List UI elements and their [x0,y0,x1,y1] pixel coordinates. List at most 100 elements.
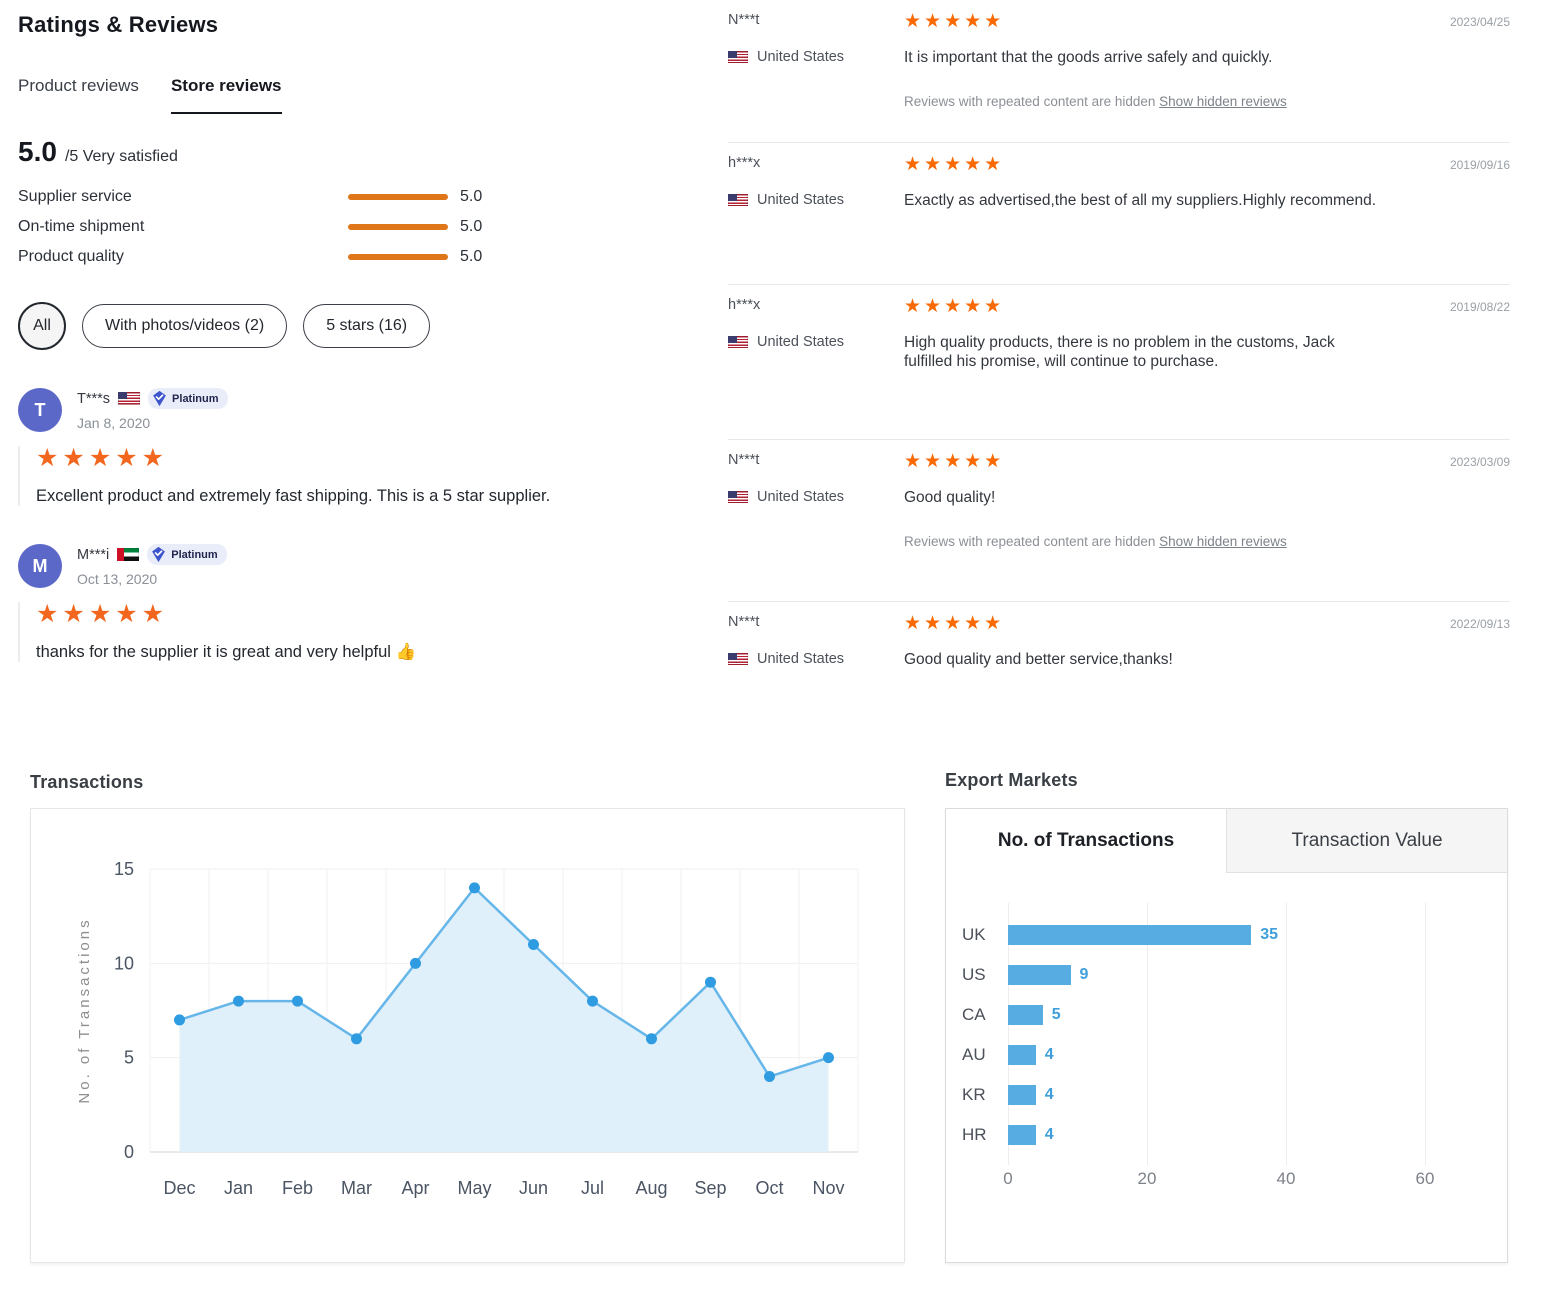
reviewer-name: h***x [728,297,761,313]
x-tick-label: Mar [341,1178,372,1198]
filter-all-chip[interactable]: All [18,302,66,350]
data-point [292,995,303,1007]
metric-label: Product quality [18,248,124,265]
country-label: United States [757,489,845,505]
reviewer-country: United States [728,651,904,667]
star-rating: ★★★★★ [904,451,1005,472]
reviewer-name: N***t [728,452,760,468]
review-content: ★★★★★ Good quality! Reviews with repeate… [904,452,1418,601]
x-tick-label: Nov [812,1178,844,1198]
x-tick-label: Jun [519,1178,548,1198]
data-point [174,1014,185,1026]
x-tick-label: Apr [401,1178,429,1198]
star-rating: ★★★★★ [904,154,1005,175]
x-tick-label: May [457,1178,491,1198]
export-markets-title: Export Markets [945,770,1078,790]
reviewer-meta: T***s Platinum Jan 8, 2020 [77,388,228,431]
tab-store-reviews[interactable]: Store reviews [170,76,282,114]
country-label: United States [757,192,845,208]
transactions-line-chart: 0 5 10 15 No. of Transactions Dec Jan Feb Mar Apr… [76,859,859,1198]
metric-supplier-service: Supplier service 5.0 [18,182,710,212]
score-suffix: /5 Very satisfied [64,148,178,165]
reviewer-column: N***t United States [728,614,904,707]
score-value: 5.0 [18,136,57,167]
review-text: Excellent product and extremely fast shi… [36,487,551,505]
show-hidden-reviews-link[interactable]: Show hidden reviews [1159,534,1287,550]
reviewer-country: United States [728,334,904,350]
reviewer-name: h***x [728,155,761,171]
ratings-summary-pane: Ratings & Reviews Product reviews Store … [18,12,710,662]
review-list-item: h***x United States ★★★★★ Exactly as adv… [728,143,1510,285]
bar [1008,965,1071,985]
transactions-chart-panel: 0 5 10 15 No. of Transactions Dec Jan Feb Mar Apr… [30,808,905,1263]
filter-5-stars-chip[interactable]: 5 stars (16) [303,304,431,348]
review-text: High quality products, there is no probl… [904,334,1335,371]
transactions-chart-title: Transactions [30,772,144,792]
review-list-item: h***x United States ★★★★★ High quality p… [728,285,1510,440]
bar-value-label: 9 [1079,966,1089,983]
reviewer-column: h***x United States [728,155,904,284]
store-review-item: M M***i Platinum Oct 13, 2020 [18,544,710,662]
filter-photos-videos-chip[interactable]: With photos/videos (2) [82,304,288,348]
metric-value: 5.0 [460,218,483,235]
bar [1008,925,1252,945]
data-point [469,882,480,894]
reviewer-name: T***s [77,390,111,407]
metric-on-time-shipment: On-time shipment 5.0 [18,212,710,242]
bar-category-label: HR [962,1125,987,1144]
review-list-item: N***t United States ★★★★★ Good quality a… [728,602,1510,707]
reviewer-name: N***t [728,614,760,630]
review-body: ★★★★★ Excellent product and extremely fa… [18,446,710,506]
hidden-reviews-note: Reviews with repeated content are hidden… [904,94,1418,109]
data-point [528,938,539,950]
review-date: Jan 8, 2020 [77,415,151,431]
star-rating: ★★★★★ [904,613,1005,634]
export-markets-tabs: No. of Transactions Transaction Value [946,809,1507,873]
review-text: It is important that the goods arrive sa… [904,49,1273,66]
tab-no-of-transactions[interactable]: No. of Transactions [946,809,1226,873]
review-date: Oct 13, 2020 [77,571,158,587]
reviewer-country: United States [728,489,904,505]
country-label: United States [757,651,845,667]
bar-value-label: 4 [1044,1126,1054,1143]
y-axis-label: No. of Transactions [76,917,93,1103]
x-tick-label: Jul [581,1178,604,1198]
tab-transaction-value[interactable]: Transaction Value [1226,809,1507,873]
gridline [1147,903,1148,1165]
bar-value-label: 35 [1260,926,1279,943]
rating-metrics: Supplier service 5.0 On-time shipment 5.… [18,182,710,272]
x-tick-label: 0 [1003,1169,1013,1188]
avatar: T [18,388,62,432]
review-body: ★★★★★ thanks for the supplier it is grea… [18,602,710,662]
us-flag-icon [118,392,141,405]
star-rating: ★★★★★ [904,296,1005,317]
data-point [646,1033,657,1045]
x-tick-label: 40 [1276,1169,1296,1188]
tab-product-reviews[interactable]: Product reviews [18,76,139,95]
review-date: 2019/09/16 [1449,158,1510,172]
review-text: Good quality! [904,489,996,506]
review-text: Exactly as advertised,the best of all my… [904,192,1377,209]
hidden-reviews-note: Reviews with repeated content are hidden… [904,534,1418,549]
us-flag-icon [728,336,748,348]
y-tick-label: 5 [124,1048,134,1068]
review-date: 2022/09/13 [1449,617,1510,631]
data-point [764,1071,775,1083]
platinum-badge-label: Platinum [171,548,218,561]
review-date: 2019/08/22 [1449,300,1510,314]
review-list-item: N***t United States ★★★★★ It is importan… [728,0,1510,143]
us-flag-icon [728,194,748,206]
page-title: Ratings & Reviews [18,12,219,37]
x-tick-label: 60 [1415,1169,1435,1188]
uae-flag-icon [117,548,140,561]
bar [1008,1085,1036,1105]
metric-bar [348,194,448,200]
review-list-item: N***t United States ★★★★★ Good quality! … [728,440,1510,602]
metric-value: 5.0 [460,248,483,265]
x-tick-label: Oct [755,1178,783,1198]
data-point [823,1052,834,1064]
reviewer-column: N***t United States [728,12,904,142]
reviewer-meta: M***i Platinum Oct 13, 2020 [77,544,227,587]
bar [1008,1125,1036,1145]
show-hidden-reviews-link[interactable]: Show hidden reviews [1159,94,1287,110]
